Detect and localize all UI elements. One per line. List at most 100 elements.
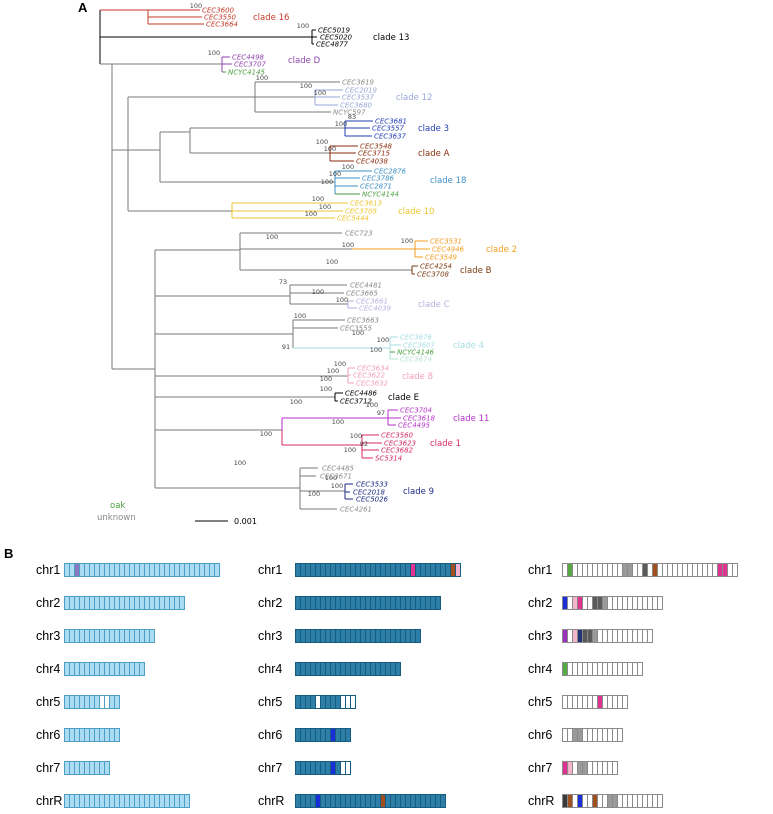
bootstrap-value: 100 — [190, 2, 202, 10]
taxon-label: CEC3555 — [340, 325, 373, 333]
bootstrap-value: 100 — [320, 385, 332, 393]
karyotype-cells — [295, 661, 401, 676]
bootstrap-value: 100 — [290, 398, 302, 406]
taxon-label: CEC3786 — [362, 175, 395, 183]
taxon-label: CEC3663 — [347, 317, 379, 325]
taxon-label: CEC3549 — [425, 254, 458, 262]
karyotype-cells — [64, 793, 190, 808]
karyotype-cell — [622, 694, 628, 709]
taxon-label: CEC3671 — [320, 473, 352, 481]
chromosome-label: chr7 — [528, 760, 553, 775]
bootstrap-value: 100 — [305, 210, 317, 218]
karyotype-cells — [295, 727, 351, 742]
karyotype-row: chr7 — [36, 760, 110, 775]
chromosome-label: chr2 — [258, 595, 283, 610]
taxon-label: CEC4498 — [232, 54, 265, 62]
karyotype-row: chrR — [36, 793, 190, 808]
bootstrap-value: 100 — [314, 89, 326, 97]
karyotype-row: chr6 — [528, 727, 623, 742]
chromosome-label: chr2 — [36, 595, 61, 610]
taxon-label: CEC3637 — [374, 133, 407, 141]
karyotype-cell — [415, 628, 421, 643]
karyotype-cell — [455, 562, 461, 577]
karyotype-row: chr4 — [528, 661, 643, 676]
taxon-label: CEC3634 — [357, 365, 389, 373]
bootstrap-value: 100 — [294, 312, 306, 320]
taxon-label: CEC3619 — [342, 79, 375, 87]
clade-label: clade A — [418, 149, 450, 159]
clade-label: clade 11 — [453, 414, 489, 424]
taxon-label: CEC3704 — [400, 407, 432, 415]
bootstrap-value: 83 — [348, 113, 356, 121]
karyotype-cell — [114, 727, 120, 742]
karyotype-cells — [64, 628, 155, 643]
taxon-label: CEC723 — [345, 230, 373, 238]
taxon-label: CEC3664 — [206, 21, 238, 29]
karyotype-cell — [114, 694, 120, 709]
clade-label: clade 13 — [373, 33, 409, 43]
taxon-label: NCYC597 — [333, 109, 366, 117]
taxon-label: NCYC4144 — [362, 191, 399, 199]
bootstrap-value: 73 — [279, 278, 287, 286]
taxon-label: CEC3707 — [234, 61, 267, 69]
karyotype-cells — [295, 595, 441, 610]
bootstrap-value: 100 — [319, 203, 331, 211]
chromosome-label: chr7 — [258, 760, 283, 775]
bootstrap-value: 100 — [332, 418, 344, 426]
karyotype-row: chr2 — [258, 595, 441, 610]
chromosome-label: chr5 — [36, 694, 61, 709]
clade-label: clade B — [460, 266, 492, 276]
karyotype-cell — [350, 694, 356, 709]
chromosome-label: chr6 — [36, 727, 61, 742]
taxon-label: CEC4486 — [345, 390, 378, 398]
clade-label: clade 16 — [253, 13, 289, 23]
karyotype-cells — [64, 562, 220, 577]
bootstrap-value: 100 — [325, 474, 337, 482]
taxon-label: CEC3550 — [204, 14, 237, 22]
bootstrap-value: 100 — [260, 430, 272, 438]
karyotype-cells — [562, 595, 663, 610]
taxon-label: CEC3618 — [403, 415, 436, 423]
taxon-label: CEC3705 — [345, 208, 378, 216]
taxon-label: CEC3676 — [400, 334, 433, 342]
bootstrap-value: 100 — [256, 74, 268, 82]
chromosome-label: chr1 — [528, 562, 553, 577]
karyotype-cells — [562, 760, 618, 775]
karyotype-row: chr5 — [36, 694, 120, 709]
karyotype-cells — [64, 760, 110, 775]
taxon-label: CEC3665 — [346, 290, 379, 298]
clade-label: clade 4 — [453, 341, 484, 351]
karyotype-cells — [562, 727, 623, 742]
karyotype-row: chr7 — [528, 760, 618, 775]
taxon-label: CEC3600 — [202, 7, 235, 15]
karyotype-cells — [295, 562, 461, 577]
clade-label: clade 1 — [430, 439, 461, 449]
taxon-label: NCYC4146 — [397, 349, 435, 357]
karyotype-cells — [562, 793, 663, 808]
karyotype-cells — [295, 628, 421, 643]
bootstrap-value: 100 — [208, 49, 220, 57]
taxon-label: CEC3622 — [353, 372, 386, 380]
taxon-label: CEC4254 — [420, 263, 452, 271]
taxon-label: CEC3531 — [430, 238, 462, 246]
bootstrap-value: 100 — [335, 120, 347, 128]
clade-label: clade 12 — [396, 93, 432, 103]
bootstrap-value: 100 — [316, 138, 328, 146]
taxon-label: CEC3674 — [400, 356, 432, 364]
panel-a-label: A — [78, 0, 88, 15]
taxon-label: NCYC4145 — [228, 69, 266, 77]
karyotype-cell — [435, 595, 441, 610]
karyotype-cell — [139, 661, 145, 676]
karyotype-row: chr2 — [36, 595, 185, 610]
chromosome-label: chr3 — [36, 628, 61, 643]
karyotype-row: chr3 — [528, 628, 653, 643]
karyotype-row: chr5 — [528, 694, 628, 709]
taxon-label: CEC4038 — [356, 158, 389, 166]
bootstrap-value: 100 — [326, 258, 338, 266]
karyotype-cell — [149, 628, 155, 643]
karyotype-row: chr7 — [258, 760, 351, 775]
karyotype-row: chr3 — [258, 628, 421, 643]
taxon-label: CEC3623 — [384, 440, 416, 448]
karyotype-cell — [179, 595, 185, 610]
